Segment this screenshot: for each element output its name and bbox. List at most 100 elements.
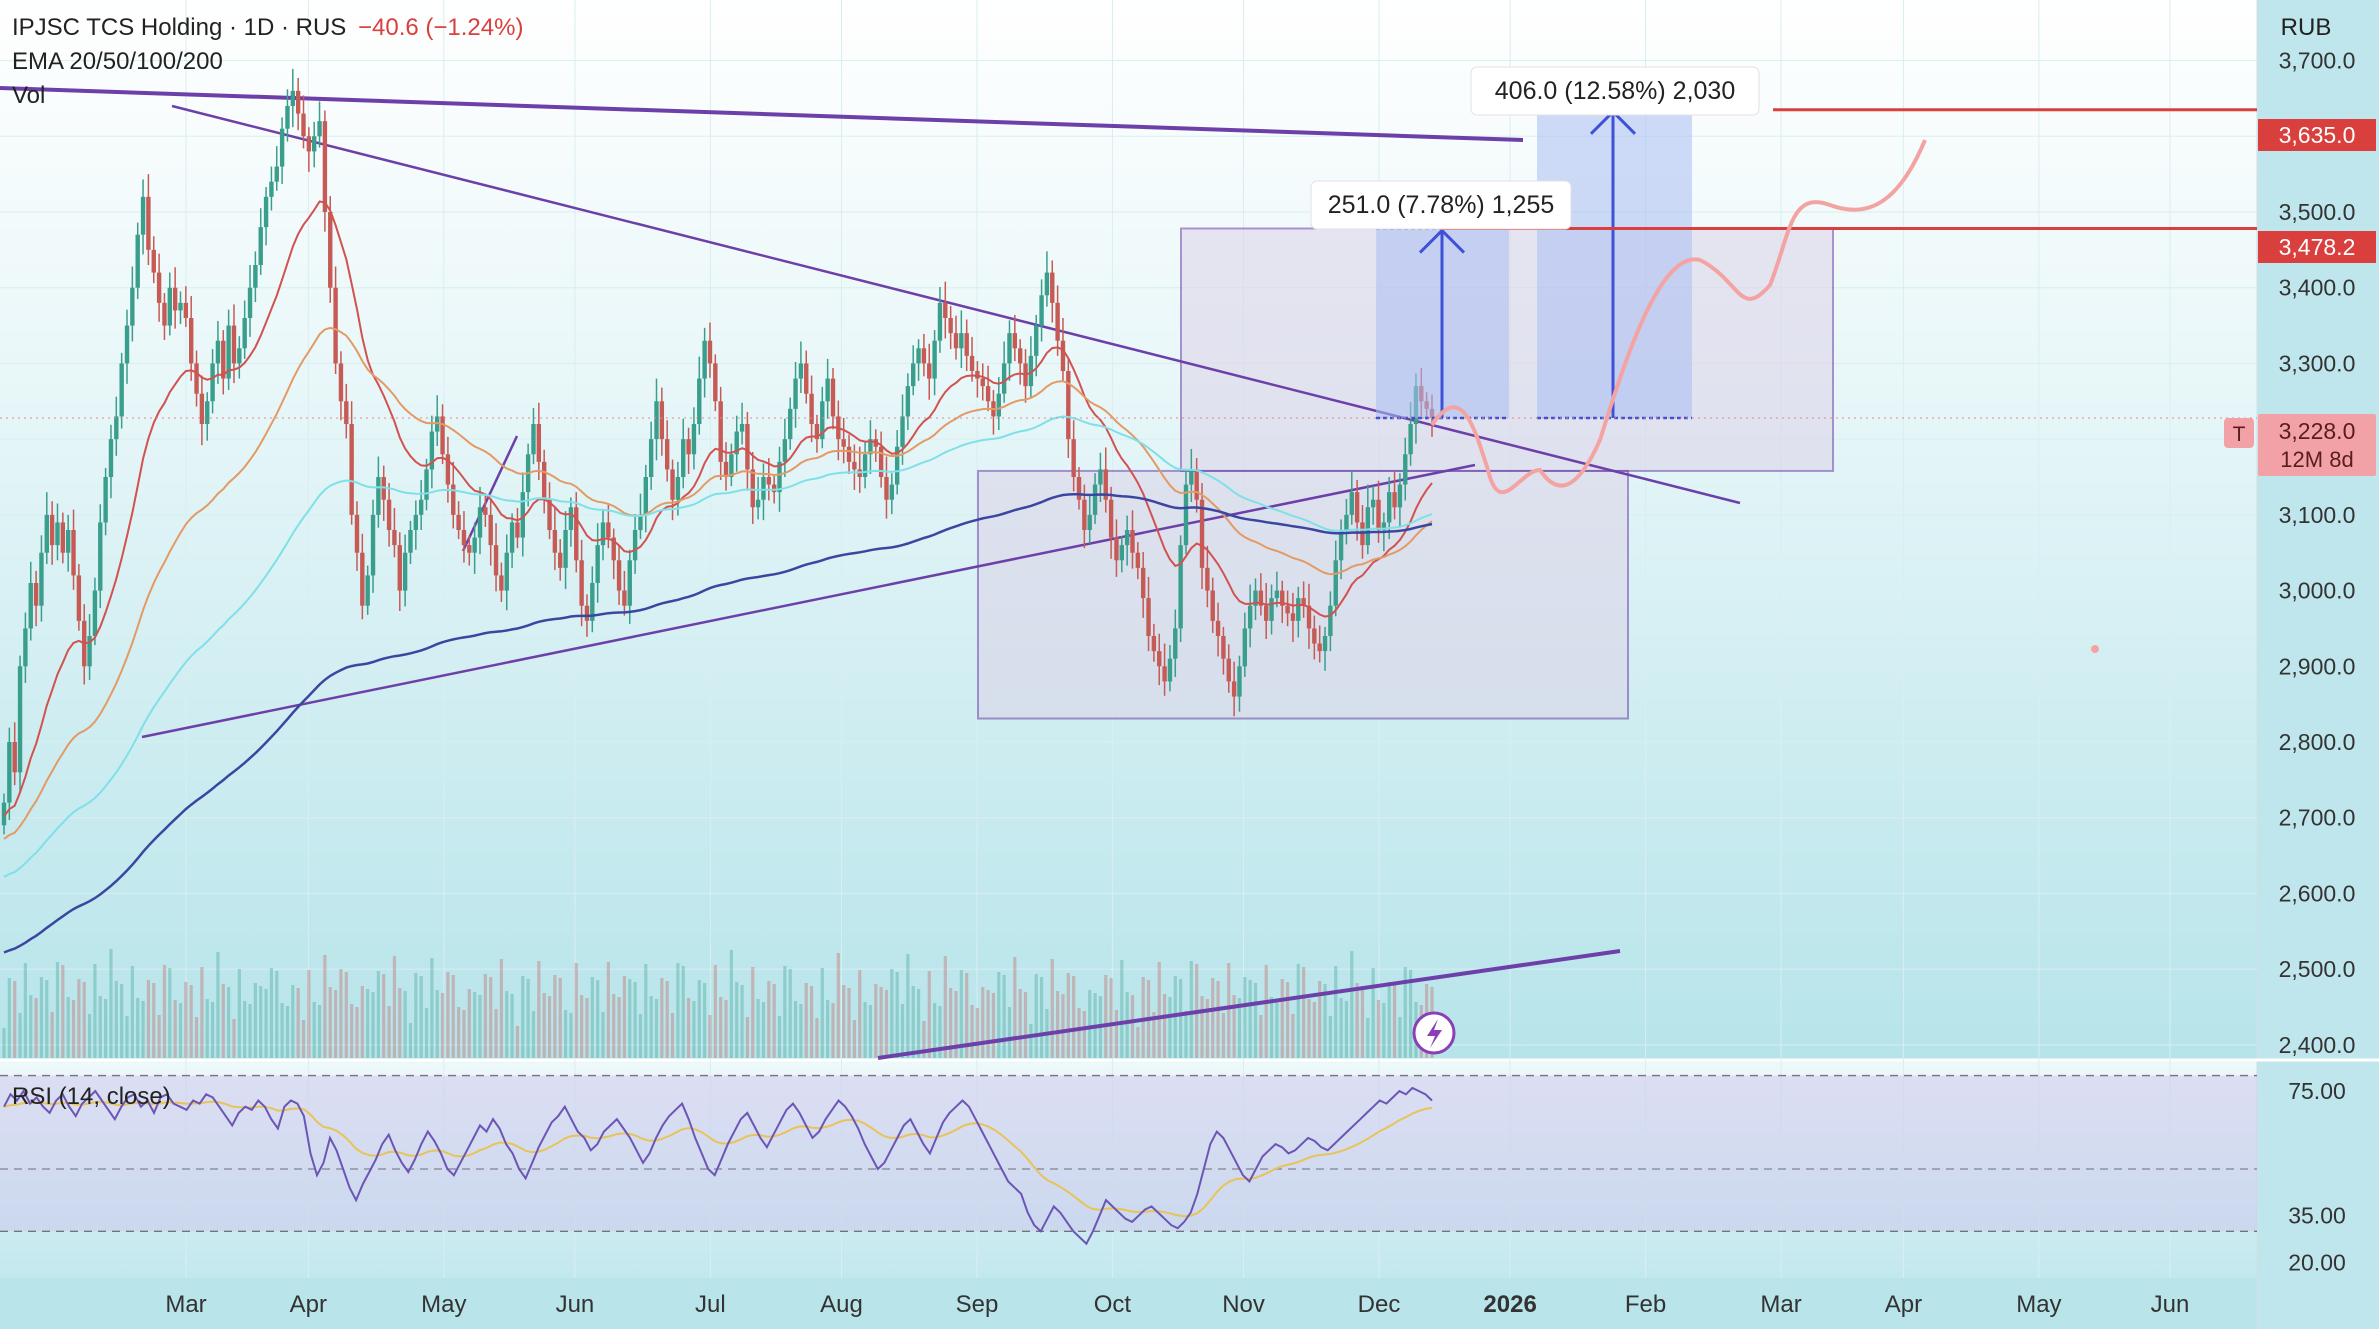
measure-label-large[interactable]: 406.0 (12.58%) 2,030 <box>1470 66 1760 116</box>
volume-bar <box>826 1000 830 1058</box>
volume-bar <box>259 986 263 1058</box>
time-tick-label: Oct <box>1094 1291 1132 1318</box>
trade-marker-box <box>2224 418 2254 448</box>
volume-bar <box>98 996 102 1058</box>
forecast-curve <box>1430 139 1927 495</box>
candle-body <box>1076 477 1082 500</box>
volume-bar <box>141 1001 145 1058</box>
candle-body <box>295 90 301 114</box>
time-tick-label: Sep <box>956 1291 999 1318</box>
volume-bar <box>419 976 423 1058</box>
volume-bar <box>1018 989 1022 1058</box>
volume-bar <box>1323 984 1327 1058</box>
candle-body <box>1044 272 1050 296</box>
ema-indicator-label[interactable]: EMA 20/50/100/200 <box>12 48 223 75</box>
measure-label-small[interactable]: 251.0 (7.78%) 1,255 <box>1310 180 1572 230</box>
last-price-tag[interactable]: 3,228.0 12M 8d <box>2258 414 2376 476</box>
currency-label[interactable]: RUB <box>2281 14 2332 41</box>
candle-body <box>55 522 60 546</box>
volume-bar <box>1120 960 1124 1058</box>
candle-body <box>595 545 600 583</box>
resistance-line-long <box>0 86 1524 142</box>
volume-bar <box>483 974 487 1058</box>
candle-body <box>937 302 943 341</box>
candle-body <box>574 507 579 561</box>
trade-marker[interactable]: T <box>2224 418 2254 448</box>
volume-bar <box>959 970 963 1058</box>
candle-body <box>664 439 670 470</box>
candle-body <box>611 537 616 561</box>
candle-body <box>1183 484 1189 546</box>
volume-bar <box>243 1001 247 1058</box>
candle-body <box>156 272 162 303</box>
volume-bar <box>77 979 81 1058</box>
volume-bar <box>1200 996 1204 1058</box>
candle-body <box>253 265 258 288</box>
candle-body <box>140 196 146 235</box>
candle-body <box>916 348 921 364</box>
volume-bar <box>317 1005 322 1058</box>
volume-bar <box>1253 983 1258 1058</box>
level-mid-tag[interactable]: 3,478.2 <box>2258 231 2376 263</box>
rsi-indicator-label[interactable]: RSI (14, close) <box>12 1083 171 1110</box>
volume-bar <box>414 973 418 1058</box>
candle-body <box>1354 492 1360 523</box>
volume-bar <box>248 1004 252 1058</box>
candle-body <box>809 393 814 424</box>
candle-body <box>1119 545 1124 561</box>
volume-bar <box>13 981 17 1058</box>
symbol-title[interactable]: IPJSC TCS Holding · 1D · RUS <box>12 14 346 41</box>
candle-body <box>392 530 397 546</box>
volume-bar <box>601 1012 605 1058</box>
candle-body <box>862 454 868 477</box>
candle-body <box>269 181 274 197</box>
volume-bar <box>836 953 840 1058</box>
candle-body <box>1017 348 1023 364</box>
volume-bar <box>831 1003 835 1058</box>
candle-body <box>622 590 627 606</box>
volume-bar <box>61 965 65 1058</box>
lightning-icon[interactable] <box>1412 1011 1456 1055</box>
candle-body <box>477 507 483 538</box>
volume-bar <box>7 978 11 1058</box>
volume-bar <box>1285 982 1290 1058</box>
level-high-tag[interactable]: 3,635.0 <box>2258 119 2376 151</box>
level-mid-tag-box <box>2258 231 2376 263</box>
candle-body <box>461 530 467 546</box>
volume-bar <box>1296 964 1300 1058</box>
volume-bar <box>87 1014 92 1058</box>
volume-bar <box>1403 967 1407 1058</box>
candle-body <box>92 590 98 636</box>
candle-body <box>1151 636 1157 652</box>
candle-body <box>1397 484 1403 508</box>
candle-body <box>71 530 76 576</box>
volume-bar <box>793 1001 798 1058</box>
candle-body <box>1221 636 1226 659</box>
candle-body <box>520 492 525 538</box>
volume-bar <box>767 981 771 1058</box>
candle-body <box>17 666 23 773</box>
candle-body <box>515 522 520 538</box>
candle-body <box>210 363 215 402</box>
volume-bar <box>1157 962 1161 1058</box>
candle-body <box>750 469 755 508</box>
rsi-band-fill <box>0 1075 2257 1232</box>
volume-bar <box>1248 980 1252 1058</box>
volume-bar <box>382 974 386 1058</box>
volume-bar <box>949 988 953 1058</box>
horizontal-levels[interactable] <box>0 108 2257 419</box>
volume-bar <box>542 993 546 1058</box>
price-change: −40.6 (−1.24%) <box>358 14 523 41</box>
candle-body <box>632 530 638 561</box>
candle-body <box>338 363 344 402</box>
volume-indicator-label[interactable]: Vol <box>12 82 45 109</box>
volume-bar <box>590 977 594 1058</box>
candle-body <box>1290 613 1296 621</box>
measure-tools[interactable] <box>1376 108 1692 420</box>
candle-body <box>675 477 681 500</box>
candle-body <box>258 227 263 265</box>
volume-bar <box>1312 1002 1316 1058</box>
candle-body <box>793 378 798 409</box>
candle-body <box>686 439 691 455</box>
volume-bar <box>654 999 659 1058</box>
